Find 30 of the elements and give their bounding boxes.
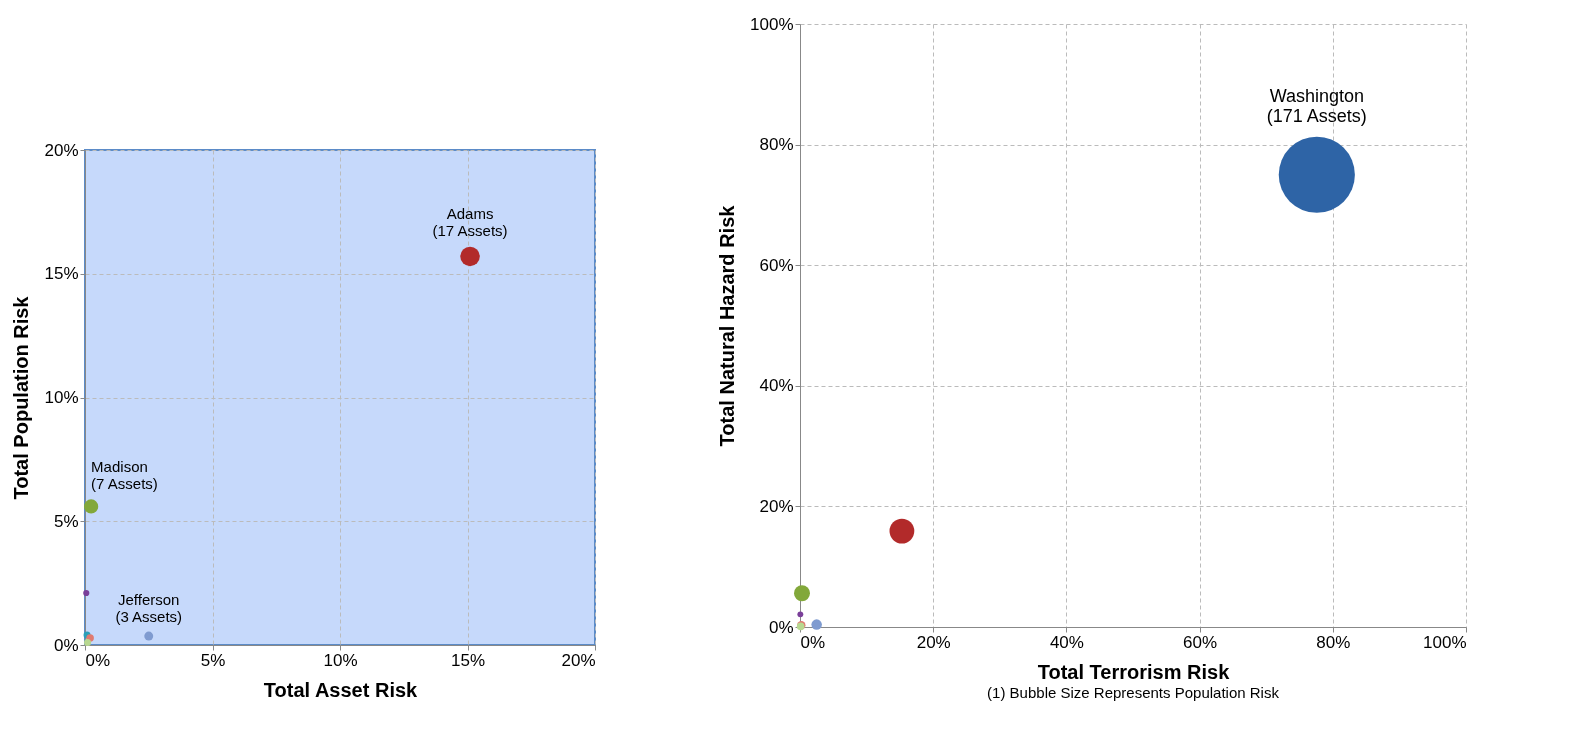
y-tick-label: 20% xyxy=(759,496,794,516)
y-tick-label: 0% xyxy=(768,617,794,637)
y-tick-label: 20% xyxy=(44,140,79,160)
y-tick-label: 5% xyxy=(53,511,79,531)
annotation: Adams (17 Assets) xyxy=(432,205,508,240)
x-tick-label: 10% xyxy=(323,650,358,670)
annotation: Madison (7 Assets) xyxy=(91,458,158,493)
annotation: Washington (171 Assets) xyxy=(1266,85,1367,126)
y-tick-label: 100% xyxy=(750,14,794,34)
x-tick-label: 60% xyxy=(1183,632,1218,652)
y-axis-title: Total Population Risk xyxy=(10,295,33,500)
x-axis-title: Total Asset Risk xyxy=(263,678,419,701)
y-axis-title: Total Natural Hazard Risk xyxy=(716,204,739,447)
x-tick-label: 80% xyxy=(1316,632,1351,652)
y-tick-label: 80% xyxy=(759,135,794,155)
text: (1) Bubble Size Represents Population Risk xyxy=(987,684,1280,701)
y-tick-label: 60% xyxy=(759,255,794,275)
y-tick-label: 10% xyxy=(44,388,79,407)
x-tick-label: 15% xyxy=(450,650,486,670)
x-tick-label: 5% xyxy=(200,650,226,670)
x-axis-title: Total Terrorism Risk xyxy=(1037,660,1231,683)
x-tick-label: 40% xyxy=(1049,632,1084,652)
x-tick-label: 0% xyxy=(800,632,826,652)
x-tick-label: 20% xyxy=(916,632,951,652)
x-tick-label: 100% xyxy=(1423,632,1467,652)
annotation: Jefferson (3 Assets) xyxy=(115,591,183,626)
x-tick-label: 0% xyxy=(85,650,111,670)
y-tick-label: 40% xyxy=(759,376,794,396)
y-tick-label: 15% xyxy=(44,264,79,284)
x-tick-label: 20% xyxy=(561,650,596,670)
